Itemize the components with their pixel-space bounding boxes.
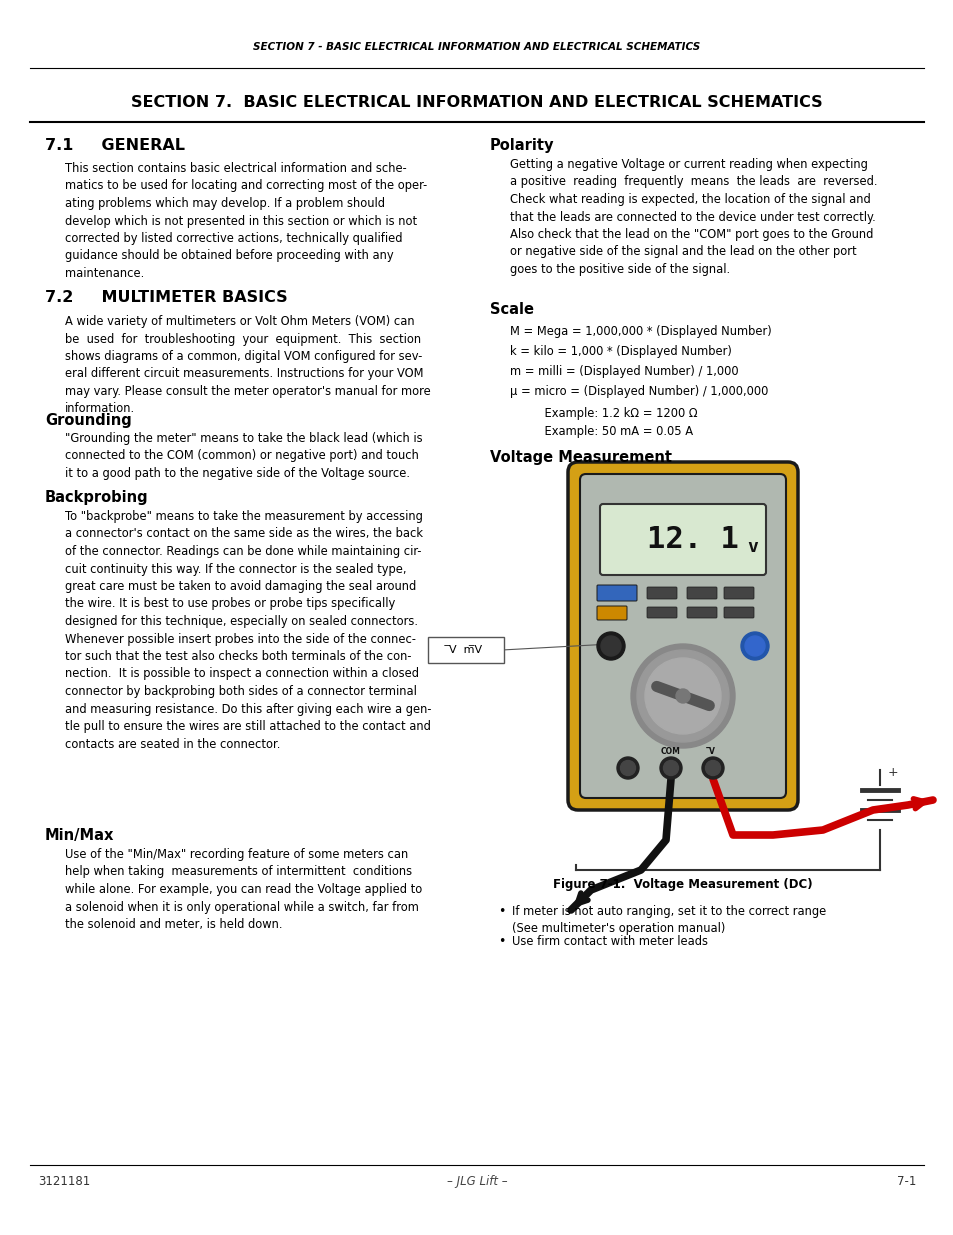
- Circle shape: [597, 632, 624, 659]
- Text: ̅V: ̅V: [709, 747, 715, 756]
- Text: A wide variety of multimeters or Volt Ohm Meters (VOM) can
be  used  for  troubl: A wide variety of multimeters or Volt Oh…: [65, 315, 431, 415]
- Text: •: •: [497, 935, 505, 948]
- Text: If meter is not auto ranging, set it to the correct range
(See multimeter's oper: If meter is not auto ranging, set it to …: [512, 905, 825, 935]
- Circle shape: [705, 761, 720, 776]
- Circle shape: [600, 636, 620, 656]
- Text: v: v: [747, 538, 758, 557]
- Circle shape: [744, 636, 764, 656]
- Text: Backprobing: Backprobing: [45, 490, 149, 505]
- Text: M = Mega = 1,000,000 * (Displayed Number): M = Mega = 1,000,000 * (Displayed Number…: [510, 325, 771, 338]
- Circle shape: [617, 757, 639, 779]
- Text: k = kilo = 1,000 * (Displayed Number): k = kilo = 1,000 * (Displayed Number): [510, 345, 731, 358]
- Text: 3121181: 3121181: [38, 1174, 91, 1188]
- FancyBboxPatch shape: [428, 637, 503, 663]
- FancyBboxPatch shape: [599, 504, 765, 576]
- Text: Voltage Measurement: Voltage Measurement: [490, 450, 671, 466]
- Text: μ = micro = (Displayed Number) / 1,000,000: μ = micro = (Displayed Number) / 1,000,0…: [510, 385, 767, 398]
- Text: 7-1: 7-1: [896, 1174, 915, 1188]
- Text: To "backprobe" means to take the measurement by accessing
a connector's contact : To "backprobe" means to take the measure…: [65, 510, 431, 751]
- Circle shape: [676, 689, 689, 703]
- Circle shape: [644, 658, 720, 734]
- Text: Grounding: Grounding: [45, 412, 132, 429]
- Text: •: •: [497, 905, 505, 918]
- Text: +: +: [887, 766, 898, 778]
- FancyBboxPatch shape: [686, 587, 717, 599]
- Circle shape: [619, 761, 635, 776]
- Text: 7.1     GENERAL: 7.1 GENERAL: [45, 138, 185, 153]
- Circle shape: [740, 632, 768, 659]
- Text: Scale: Scale: [490, 303, 534, 317]
- Text: Use firm contact with meter leads: Use firm contact with meter leads: [512, 935, 707, 948]
- Circle shape: [701, 757, 723, 779]
- Text: Polarity: Polarity: [490, 138, 554, 153]
- Text: SECTION 7 - BASIC ELECTRICAL INFORMATION AND ELECTRICAL SCHEMATICS: SECTION 7 - BASIC ELECTRICAL INFORMATION…: [253, 42, 700, 52]
- FancyBboxPatch shape: [597, 585, 637, 601]
- Text: Min/Max: Min/Max: [45, 827, 114, 844]
- Circle shape: [659, 757, 681, 779]
- Text: COM: COM: [660, 747, 680, 756]
- Text: This section contains basic electrical information and sche-
matics to be used f: This section contains basic electrical i…: [65, 162, 427, 280]
- Text: 12. 1: 12. 1: [646, 525, 739, 555]
- Circle shape: [662, 761, 678, 776]
- FancyBboxPatch shape: [646, 606, 677, 618]
- FancyBboxPatch shape: [646, 587, 677, 599]
- Text: "Grounding the meter" means to take the black lead (which is
connected to the CO: "Grounding the meter" means to take the …: [65, 432, 422, 480]
- FancyBboxPatch shape: [723, 587, 753, 599]
- FancyBboxPatch shape: [597, 606, 626, 620]
- FancyBboxPatch shape: [686, 606, 717, 618]
- Circle shape: [637, 650, 728, 742]
- Circle shape: [630, 643, 734, 748]
- Text: – JLG Lift –: – JLG Lift –: [446, 1174, 507, 1188]
- FancyBboxPatch shape: [723, 606, 753, 618]
- Text: SECTION 7.  BASIC ELECTRICAL INFORMATION AND ELECTRICAL SCHEMATICS: SECTION 7. BASIC ELECTRICAL INFORMATION …: [132, 95, 821, 110]
- Text: Getting a negative Voltage or current reading when expecting
a positive  reading: Getting a negative Voltage or current re…: [510, 158, 877, 275]
- Text: 7.2     MULTIMETER BASICS: 7.2 MULTIMETER BASICS: [45, 290, 287, 305]
- Text: ̅V  m̅V: ̅V m̅V: [449, 645, 482, 655]
- Text: m = milli = (Displayed Number) / 1,000: m = milli = (Displayed Number) / 1,000: [510, 366, 738, 378]
- Text: Figure 7-1.  Voltage Measurement (DC): Figure 7-1. Voltage Measurement (DC): [553, 878, 812, 890]
- Text: Example: 1.2 kΩ = 1200 Ω
    Example: 50 mA = 0.05 A: Example: 1.2 kΩ = 1200 Ω Example: 50 mA …: [530, 408, 697, 438]
- Text: Use of the "Min/Max" recording feature of some meters can
help when taking  meas: Use of the "Min/Max" recording feature o…: [65, 848, 422, 931]
- FancyBboxPatch shape: [567, 462, 797, 810]
- FancyBboxPatch shape: [579, 474, 785, 798]
